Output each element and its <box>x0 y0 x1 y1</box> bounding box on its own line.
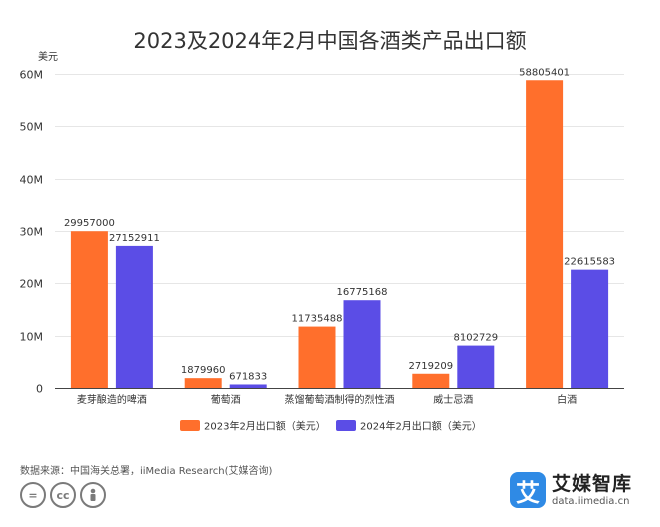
brand-name: 艾媒智库 <box>552 472 633 495</box>
bar <box>571 269 609 388</box>
x-tick-label: 白酒 <box>557 393 577 406</box>
bar <box>526 80 564 388</box>
brand-logo: 艾 <box>510 472 546 508</box>
bar <box>70 231 108 388</box>
bar <box>229 384 267 388</box>
y-tick-label: 10M <box>20 331 44 344</box>
bar <box>298 326 336 388</box>
x-tick-label: 麦芽酿造的啤酒 <box>77 393 147 406</box>
data-label: 27152911 <box>109 233 160 244</box>
x-axis-ticks: 麦芽酿造的啤酒 葡萄酒 蒸馏葡萄酒制得的烈性酒 威士忌酒 白酒 <box>77 393 577 406</box>
data-label: 22615583 <box>564 257 615 268</box>
legend-label: 2023年2月出口额（美元） <box>204 420 326 433</box>
data-label: 8102729 <box>454 333 499 344</box>
bars <box>70 80 609 388</box>
y-tick-label: 30M <box>20 226 44 239</box>
bar <box>457 345 495 388</box>
bar <box>115 245 153 388</box>
legend: 2023年2月出口额（美元） 2024年2月出口额（美元） <box>180 420 482 433</box>
data-label: 1879960 <box>181 365 226 376</box>
data-label: 2719209 <box>409 361 454 372</box>
person-icon <box>80 482 106 508</box>
y-axis-ticks: 0 10M 20M 30M 40M 50M 60M <box>20 69 44 396</box>
data-label: 11735488 <box>292 314 343 325</box>
y-axis-unit-label: 美元 <box>38 50 58 63</box>
equals-icon: = <box>20 482 46 508</box>
x-tick-label: 葡萄酒 <box>211 393 241 406</box>
y-tick-label: 0 <box>36 383 43 396</box>
data-label: 58805401 <box>519 67 570 78</box>
license-icons: = cc <box>20 482 106 508</box>
bar <box>412 373 450 388</box>
data-source-note: 数据来源：中国海关总署，iiMedia Research(艾媒咨询) <box>20 466 273 477</box>
x-tick-label: 蒸馏葡萄酒制得的烈性酒 <box>285 393 395 406</box>
y-tick-label: 50M <box>20 121 44 134</box>
creative-commons-icon: cc <box>50 482 76 508</box>
legend-swatch <box>336 420 356 431</box>
brand: 艾 艾媒智库 data.iimedia.cn <box>510 472 632 508</box>
y-tick-label: 40M <box>20 174 44 187</box>
chart-title: 2023及2024年2月中国各酒类产品出口额 <box>133 29 526 53</box>
brand-url: data.iimedia.cn <box>552 495 630 507</box>
data-label: 16775168 <box>337 287 388 298</box>
bar <box>343 300 381 388</box>
x-tick-label: 威士忌酒 <box>433 393 473 406</box>
data-label: 671833 <box>229 371 267 382</box>
y-tick-label: 20M <box>20 278 44 291</box>
bar <box>184 378 222 388</box>
legend-swatch <box>180 420 200 431</box>
data-label: 29957000 <box>64 218 115 229</box>
legend-label: 2024年2月出口额（美元） <box>360 420 482 433</box>
y-tick-label: 60M <box>20 69 44 82</box>
